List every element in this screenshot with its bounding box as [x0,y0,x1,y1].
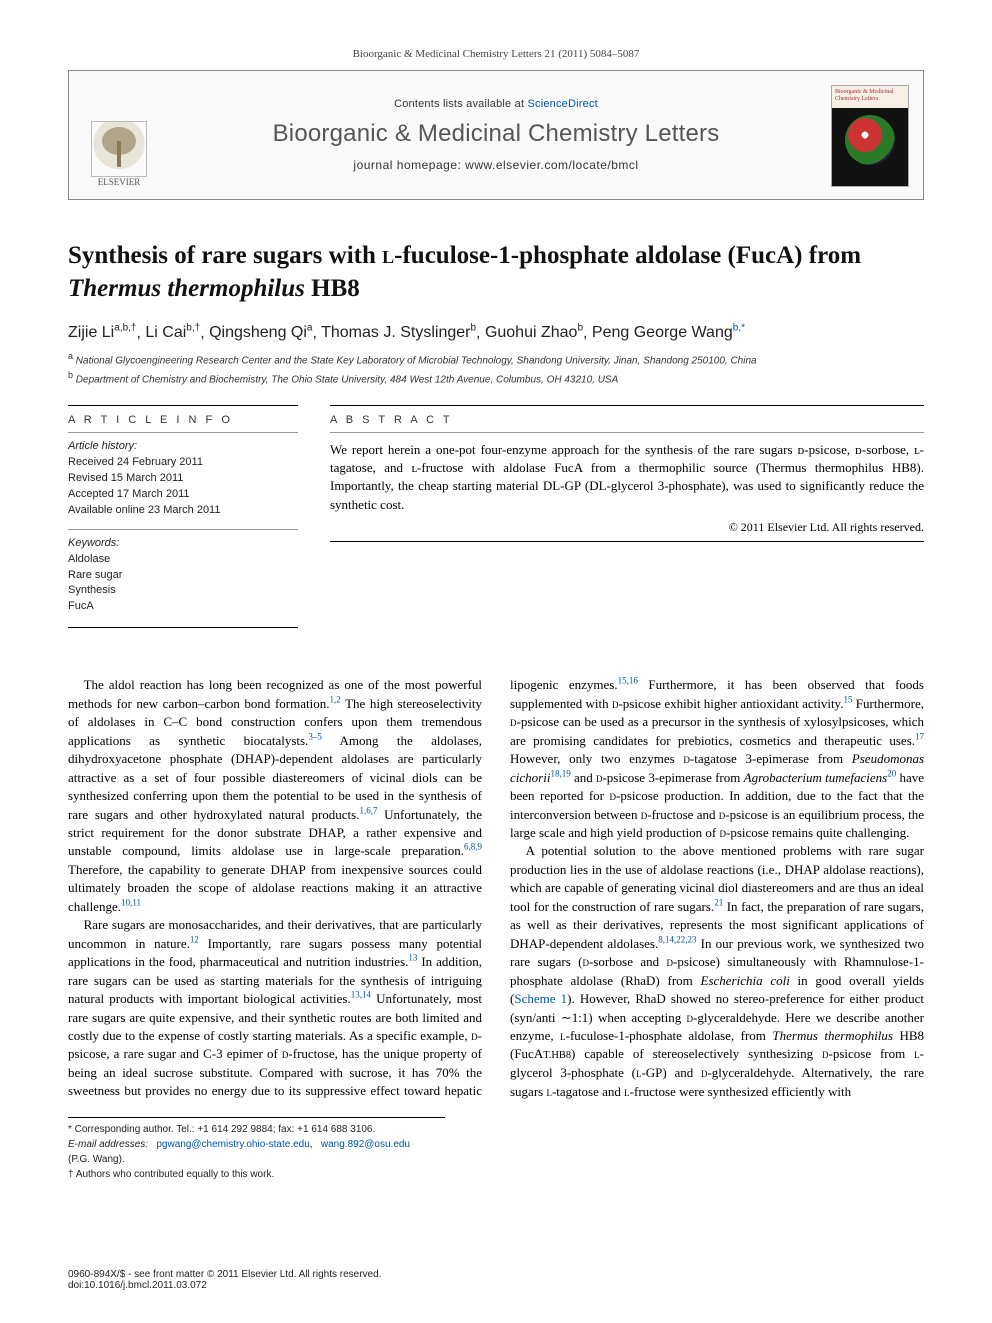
footnotes: * Corresponding author. Tel.: +1 614 292… [68,1117,445,1182]
ref-link[interactable]: 21 [714,897,723,907]
history-received: Received 24 February 2011 [68,456,203,468]
email-line: E-mail addresses: pgwang@chemistry.ohio-… [68,1137,445,1152]
ref-link[interactable]: 1,2 [329,694,340,704]
author-aff: a [307,323,313,334]
keyword: Synthesis [68,584,116,596]
author: Peng George Wangb,* [592,324,745,341]
contents-list-line: Contents lists available at ScienceDirec… [394,98,598,110]
ref-link[interactable]: 8,14,22,23 [658,934,696,944]
author-aff: b [470,323,476,334]
author-name: Guohui Zhao [485,324,578,341]
author: Qingsheng Qia [209,324,312,341]
author-name: Zijie Li [68,324,114,341]
cover-art-blob-icon [845,115,895,165]
article-info-column: A R T I C L E I N F O Article history: R… [68,405,298,628]
affiliation-text: National Glycoengineering Research Cente… [76,356,757,367]
journal-banner-center: Contents lists available at ScienceDirec… [69,71,923,199]
email-link[interactable]: wang.892@osu.edu [321,1139,410,1150]
author-name: Thomas J. Styslinger [321,324,470,341]
affiliation-b: b Department of Chemistry and Biochemist… [68,369,924,387]
abstract-column: A B S T R A C T We report herein a one-p… [330,405,924,628]
ref-link[interactable]: 3–5 [308,731,322,741]
cover-title: Bioorganic & Medicinal Chemistry Letters [832,86,908,105]
email-link[interactable]: pgwang@chemistry.ohio-state.edu [156,1139,309,1150]
keyword: Rare sugar [68,569,122,581]
footer-meta: 0960-894X/$ - see front matter © 2011 El… [68,1269,924,1291]
keyword: FucA [68,600,94,612]
ref-link[interactable]: 13 [408,953,417,963]
ref-link[interactable]: 20 [887,768,896,778]
abstract-copyright: © 2011 Elsevier Ltd. All rights reserved… [330,520,924,541]
affiliation-text: Department of Chemistry and Biochemistry… [76,374,618,385]
contents-prefix: Contents lists available at [394,98,527,110]
email-owner: (P.G. Wang). [68,1152,445,1167]
journal-banner: ELSEVIER Contents lists available at Sci… [68,70,924,200]
author-name: Qingsheng Qi [209,324,307,341]
author-aff: b [577,323,583,334]
info-abstract-row: A R T I C L E I N F O Article history: R… [68,405,924,628]
keywords-label: Keywords: [68,536,298,552]
ref-link[interactable]: 6,8,9 [464,842,482,852]
author-aff: b,† [186,323,200,334]
history-accepted: Accepted 17 March 2011 [68,488,189,500]
history-label: Article history: [68,440,137,452]
affiliations: a National Glycoengineering Research Cen… [68,350,924,387]
ref-link[interactable]: 15,16 [618,676,638,686]
email-label: E-mail addresses: [68,1139,148,1150]
article-info-heading: A R T I C L E I N F O [68,406,298,432]
author: Li Caib,† [145,324,200,341]
front-matter-line: 0960-894X/$ - see front matter © 2011 El… [68,1269,924,1280]
history-revised: Revised 15 March 2011 [68,472,183,484]
keyword: Aldolase [68,553,110,565]
title-text: Synthesis of rare sugars with l-fuculose… [68,242,861,302]
scheme-link[interactable]: Scheme 1 [514,991,567,1006]
body-para-3: A potential solution to the above mentio… [510,842,924,1101]
keywords-block: Keywords: Aldolase Rare sugar Synthesis … [68,530,298,628]
journal-homepage: journal homepage: www.elsevier.com/locat… [353,158,638,172]
abstract-text: We report herein a one-pot four-enzyme a… [330,433,924,520]
ref-link[interactable]: 1,6,7 [359,805,377,815]
article-history: Article history: Received 24 February 20… [68,433,298,529]
ref-link[interactable]: 15 [843,694,852,704]
doi-line: doi:10.1016/j.bmcl.2011.03.072 [68,1280,924,1291]
homepage-label: journal homepage: [353,158,465,172]
journal-cover-thumbnail: Bioorganic & Medicinal Chemistry Letters [831,85,909,187]
journal-name: Bioorganic & Medicinal Chemistry Letters [273,120,720,148]
article-title: Synthesis of rare sugars with l-fuculose… [68,240,924,305]
author-name: Peng George Wang [592,324,733,341]
cover-art [832,105,908,175]
ref-link[interactable]: 17 [915,731,924,741]
corresponding-marker[interactable]: b,* [733,323,745,334]
corresponding-author-note: * Corresponding author. Tel.: +1 614 292… [68,1122,445,1137]
ref-link[interactable]: 12 [190,934,199,944]
ref-link[interactable]: 13,14 [351,990,371,1000]
homepage-url[interactable]: www.elsevier.com/locate/bmcl [465,158,638,172]
author-name: Li Cai [145,324,186,341]
ref-link[interactable]: 10,11 [121,897,141,907]
body-para-1: The aldol reaction has long been recogni… [68,676,482,916]
equal-contrib-note: † Authors who contributed equally to thi… [68,1167,445,1182]
author: Guohui Zhaob [485,324,583,341]
ref-link[interactable]: 18,19 [550,768,570,778]
author: Thomas J. Styslingerb [321,324,476,341]
author-aff: a,b,† [114,323,136,334]
history-online: Available online 23 March 2011 [68,504,220,516]
abstract-heading: A B S T R A C T [330,406,924,432]
article-body: The aldol reaction has long been recogni… [68,676,924,1101]
sciencedirect-link[interactable]: ScienceDirect [527,98,597,110]
header-citation: Bioorganic & Medicinal Chemistry Letters… [68,48,924,60]
affiliation-a: a National Glycoengineering Research Cen… [68,350,924,368]
author-list: Zijie Lia,b,†, Li Caib,†, Qingsheng Qia,… [68,323,924,342]
author: Zijie Lia,b,† [68,324,136,341]
